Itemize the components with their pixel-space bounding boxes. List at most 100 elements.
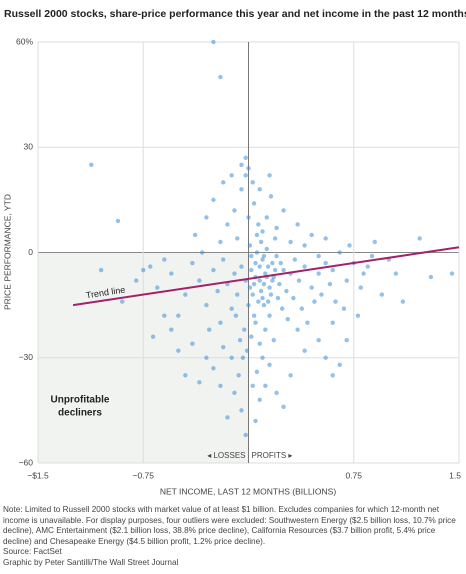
point: [250, 292, 255, 297]
point: [312, 299, 317, 304]
point: [319, 292, 324, 297]
point: [295, 327, 300, 332]
point: [268, 194, 274, 199]
point: [281, 404, 286, 410]
point: [309, 285, 314, 290]
point: [295, 222, 300, 227]
point: [284, 288, 289, 294]
point: [281, 208, 286, 213]
point: [232, 271, 237, 276]
point: [183, 373, 188, 378]
point: [305, 320, 310, 325]
note-block: Note: Limited to Russell 2000 stocks wit…: [3, 505, 461, 569]
x-axis-label: NET INCOME, LAST 12 MONTHS (BILLIONS): [160, 486, 337, 496]
point: [260, 295, 265, 301]
point: [229, 355, 234, 360]
point: [190, 341, 195, 346]
source: Source: FactSet: [3, 547, 62, 557]
point: [239, 264, 244, 269]
point: [265, 299, 271, 304]
point: [337, 362, 342, 367]
point: [277, 281, 282, 287]
point: [134, 278, 139, 283]
point: [275, 295, 281, 301]
point: [251, 201, 257, 206]
point: [192, 232, 198, 238]
credit: Graphic by Peter Santilli/The Wall Stree…: [3, 557, 179, 567]
point: [176, 348, 181, 353]
point: [221, 345, 226, 350]
point: [218, 74, 223, 80]
point: [207, 327, 212, 332]
point: [272, 267, 278, 273]
point: [263, 383, 268, 389]
point: [150, 334, 156, 339]
point: [247, 243, 253, 248]
point: [218, 383, 223, 389]
point: [302, 264, 307, 269]
point: [204, 355, 209, 360]
point: [341, 306, 347, 311]
point: [254, 232, 260, 238]
point: [316, 271, 321, 276]
point: [211, 197, 216, 203]
point: [232, 208, 237, 213]
point: [296, 278, 302, 283]
point: [249, 253, 254, 259]
point: [260, 229, 265, 234]
point: [141, 267, 146, 273]
point: [250, 383, 255, 389]
point: [257, 278, 262, 283]
point: [197, 380, 202, 385]
chart: Russell 2000 stocks, share-price perform…: [2, 8, 466, 496]
point: [239, 187, 244, 192]
point: [271, 338, 276, 343]
point: [288, 239, 293, 245]
point: [358, 285, 363, 290]
point: [89, 162, 94, 167]
point: [449, 271, 455, 276]
point: [249, 334, 254, 339]
point: [242, 327, 247, 332]
point: [249, 267, 254, 273]
point: [260, 257, 265, 262]
point: [148, 264, 153, 269]
point: [183, 292, 188, 297]
point: [162, 313, 167, 318]
point: [235, 236, 240, 241]
point: [239, 162, 244, 167]
point: [244, 348, 250, 353]
x-tick-label: 1.5: [449, 470, 461, 480]
point: [323, 236, 328, 241]
point: [344, 338, 349, 343]
point: [330, 373, 335, 378]
point: [239, 408, 244, 413]
y-tick-label: 60%: [16, 36, 33, 46]
point: [232, 390, 237, 396]
point: [257, 264, 262, 269]
point: [199, 250, 205, 255]
point: [279, 306, 285, 311]
point: [288, 373, 293, 378]
point: [393, 271, 399, 276]
point: [253, 418, 258, 424]
point: [323, 260, 328, 266]
point: [237, 338, 243, 343]
point: [302, 348, 307, 353]
point: [400, 299, 406, 304]
point: [98, 267, 104, 273]
point: [369, 253, 375, 259]
point: [333, 299, 338, 304]
point: [302, 243, 307, 248]
point: [261, 281, 267, 287]
point: [285, 316, 290, 322]
point: [229, 173, 234, 178]
point: [299, 306, 305, 311]
point: [330, 267, 335, 273]
point: [292, 257, 298, 262]
point: [274, 253, 279, 259]
point: [428, 274, 434, 280]
point: [365, 264, 370, 269]
point: [355, 313, 361, 318]
